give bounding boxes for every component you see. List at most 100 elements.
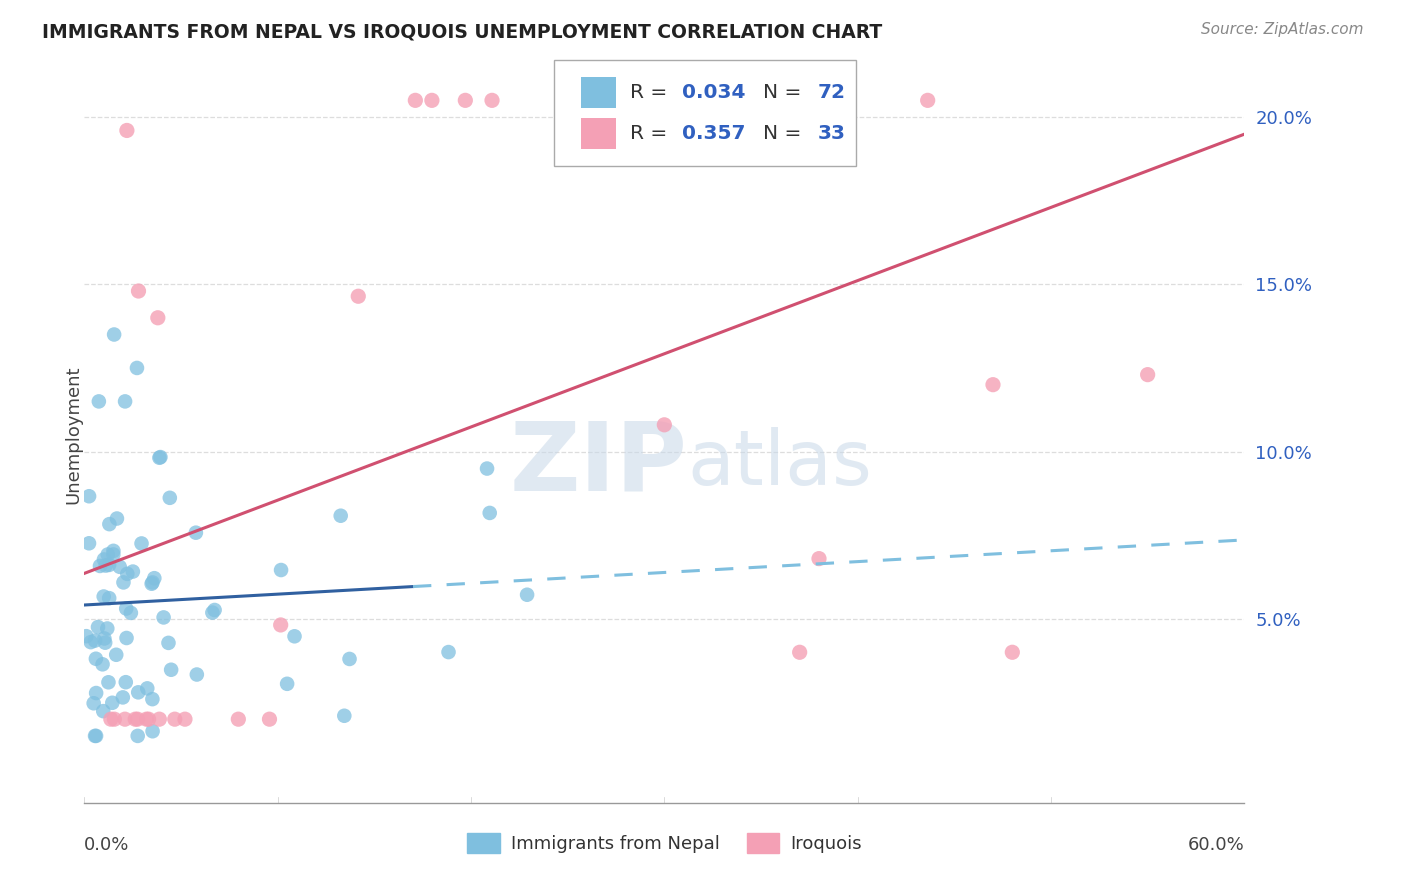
- Point: [84, 633, 107, 648]
- Point: [101, 696, 124, 710]
- FancyBboxPatch shape: [554, 60, 856, 166]
- Point: [124, 712, 146, 726]
- Bar: [581, 118, 616, 149]
- Point: [84, 729, 107, 743]
- Point: [135, 712, 157, 726]
- Y-axis label: Unemployment: Unemployment: [65, 366, 82, 504]
- Point: [159, 491, 181, 505]
- Point: [138, 712, 160, 726]
- Point: [84, 686, 107, 700]
- Point: [127, 712, 149, 726]
- Point: [259, 712, 281, 726]
- Text: IMMIGRANTS FROM NEPAL VS IROQUOIS UNEMPLOYMENT CORRELATION CHART: IMMIGRANTS FROM NEPAL VS IROQUOIS UNEMPL…: [42, 22, 883, 41]
- Point: [652, 417, 676, 432]
- Point: [96, 622, 118, 636]
- Point: [152, 610, 174, 624]
- Point: [91, 657, 114, 672]
- Point: [478, 506, 501, 520]
- Point: [186, 667, 208, 681]
- Point: [420, 93, 443, 107]
- Point: [100, 712, 122, 726]
- Point: [125, 360, 148, 375]
- Text: Source: ZipAtlas.com: Source: ZipAtlas.com: [1201, 22, 1364, 37]
- Point: [127, 685, 149, 699]
- Point: [454, 93, 477, 107]
- Text: 72: 72: [817, 83, 845, 103]
- Point: [93, 590, 115, 604]
- Point: [270, 618, 292, 632]
- Point: [811, 93, 834, 107]
- Point: [112, 575, 135, 590]
- Point: [283, 629, 305, 643]
- Point: [93, 632, 115, 646]
- Point: [141, 575, 163, 590]
- Text: R =: R =: [630, 124, 673, 143]
- Point: [204, 603, 226, 617]
- Point: [917, 93, 939, 107]
- Point: [94, 558, 117, 573]
- Point: [121, 565, 143, 579]
- Point: [789, 645, 811, 659]
- Point: [83, 696, 105, 710]
- Bar: [581, 78, 616, 108]
- Point: [103, 712, 125, 726]
- Point: [810, 93, 832, 107]
- Point: [148, 712, 170, 726]
- Point: [981, 377, 1004, 392]
- Point: [75, 629, 97, 643]
- Point: [160, 663, 183, 677]
- Point: [103, 548, 125, 562]
- Point: [98, 591, 121, 606]
- Point: [114, 394, 136, 409]
- Text: atlas: atlas: [688, 427, 872, 501]
- Point: [146, 310, 169, 325]
- Point: [103, 544, 125, 558]
- Point: [84, 729, 107, 743]
- Point: [184, 525, 207, 540]
- Point: [141, 576, 163, 591]
- Point: [749, 93, 772, 107]
- Point: [270, 563, 292, 577]
- Point: [404, 93, 426, 107]
- Point: [89, 558, 111, 573]
- Point: [333, 708, 356, 723]
- Point: [174, 712, 197, 726]
- Point: [475, 461, 498, 475]
- Point: [329, 508, 352, 523]
- Point: [103, 327, 125, 342]
- Text: 60.0%: 60.0%: [1188, 837, 1244, 855]
- Point: [114, 712, 136, 726]
- Point: [97, 675, 120, 690]
- Point: [157, 636, 180, 650]
- Legend: Immigrants from Nepal, Iroquois: Immigrants from Nepal, Iroquois: [460, 826, 869, 860]
- Point: [111, 690, 134, 705]
- Point: [228, 712, 250, 726]
- Point: [127, 729, 149, 743]
- Point: [136, 681, 159, 696]
- Point: [437, 645, 460, 659]
- Text: N =: N =: [763, 124, 807, 143]
- Point: [105, 648, 128, 662]
- Point: [91, 704, 114, 718]
- Point: [98, 517, 121, 532]
- Point: [94, 635, 117, 649]
- Point: [77, 489, 100, 503]
- Point: [114, 675, 136, 690]
- Text: 0.0%: 0.0%: [84, 837, 129, 855]
- Point: [339, 652, 361, 666]
- Point: [108, 559, 131, 574]
- Point: [143, 571, 166, 585]
- Point: [163, 712, 186, 726]
- Point: [1001, 645, 1024, 659]
- Text: 0.357: 0.357: [682, 124, 745, 143]
- Point: [131, 536, 153, 550]
- Point: [149, 450, 172, 464]
- Point: [117, 566, 139, 581]
- Point: [148, 450, 170, 465]
- Point: [115, 123, 138, 137]
- Point: [666, 93, 689, 107]
- Point: [516, 588, 538, 602]
- Point: [142, 724, 165, 739]
- Point: [201, 606, 224, 620]
- Point: [105, 511, 128, 525]
